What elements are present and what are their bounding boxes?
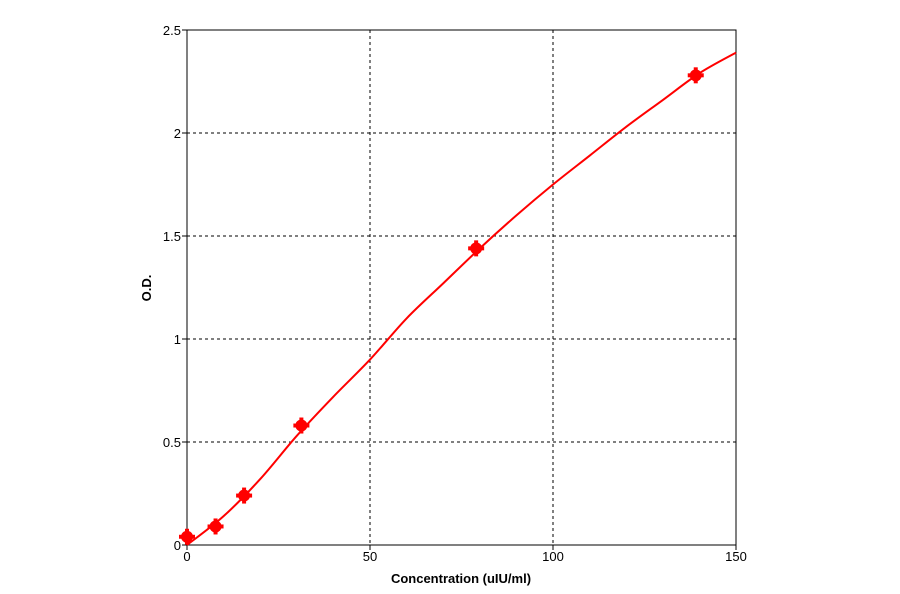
y-axis-label: O.D. — [139, 275, 154, 302]
y-tick-label: 1 — [174, 332, 181, 347]
data-point-bar-v — [242, 487, 247, 504]
x-tick-label: 0 — [183, 549, 190, 564]
x-tick-label: 50 — [363, 549, 377, 564]
series-layer — [179, 51, 737, 546]
x-tick-label: 100 — [542, 549, 564, 564]
y-tick-label: 2 — [174, 126, 181, 141]
data-point-bar-v — [474, 240, 479, 257]
x-tick-label: 150 — [725, 549, 747, 564]
data-point — [468, 240, 485, 257]
data-point-bar-v — [185, 528, 189, 545]
data-point-bar-v — [213, 518, 218, 535]
y-tick-label: 0.5 — [163, 435, 181, 450]
data-point-bar-v — [693, 67, 698, 84]
y-tick-label: 2.5 — [163, 23, 181, 38]
y-axis-ticks: 0 0.5 1 1.5 2 2.5 — [163, 23, 187, 553]
plot-frame — [186, 29, 737, 546]
y-tick-label: 1.5 — [163, 229, 181, 244]
data-point — [207, 518, 224, 535]
fit-curve — [186, 51, 737, 546]
data-point — [236, 487, 253, 504]
data-point — [179, 528, 195, 545]
x-axis-label: Concentration (uIU/ml) — [391, 571, 531, 586]
x-axis-ticks: 0 50 100 150 — [183, 545, 747, 564]
y-tick-label: 0 — [174, 538, 181, 553]
data-point-bar-v — [299, 417, 304, 434]
grid — [187, 30, 736, 545]
data-point — [687, 67, 704, 84]
data-point — [293, 417, 310, 434]
